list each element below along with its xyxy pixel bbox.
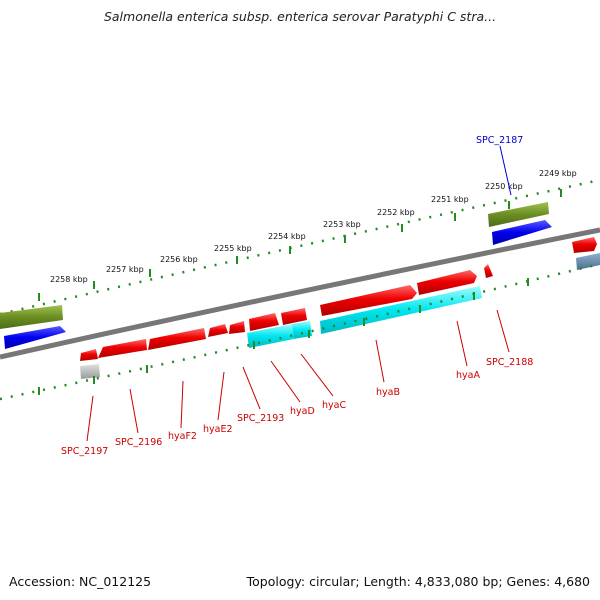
kbp-label: 2258 kbp — [50, 275, 88, 284]
kbp-label: 2252 kbp — [377, 208, 415, 217]
kbp-label: 2254 kbp — [268, 232, 306, 241]
gene-label: hyaF2 — [168, 431, 197, 442]
gene-arrow — [208, 324, 228, 337]
kbp-label: 2249 kbp — [539, 169, 577, 178]
inner-tick-ring — [0, 262, 600, 401]
cds-feature — [320, 286, 482, 334]
green-feature — [488, 202, 549, 227]
green-feature — [0, 305, 63, 329]
gene-arrow — [484, 264, 493, 278]
label-leader-line-blue — [499, 145, 512, 196]
kbp-label: 2251 kbp — [431, 195, 469, 204]
kbp-label: 2255 kbp — [214, 244, 252, 253]
outer-tick-ring — [0, 178, 600, 316]
blue-feature — [492, 220, 552, 245]
gene-label: SPC_2197 — [61, 446, 108, 457]
gene-label: SPC_2187 — [476, 135, 523, 146]
kbp-label: 2257 kbp — [106, 265, 144, 274]
kbp-label: 2253 kbp — [323, 220, 361, 229]
gene-labels: SPC_2187 SPC_2188 hyaA hyaB hyaC hyaD SP… — [61, 135, 533, 457]
feature-track-blue — [4, 220, 552, 349]
gene-arrow — [98, 339, 147, 358]
gene-label: SPC_2188 — [486, 357, 533, 368]
gene-arrow — [281, 308, 307, 325]
feature-track-green — [0, 202, 549, 329]
gene-label: SPC_2193 — [237, 413, 284, 424]
inner-major-ticks — [38, 278, 529, 395]
kbp-label: 2250 kbp — [485, 182, 523, 191]
gray-feature — [80, 364, 100, 379]
gene-label: hyaB — [376, 387, 400, 398]
gene-arrow — [80, 349, 98, 361]
gene-label: hyaD — [290, 406, 315, 417]
label-leader-lines — [86, 309, 510, 442]
gene-label: hyaE2 — [203, 424, 233, 435]
outer-major-ticks — [38, 189, 562, 301]
blue-feature — [4, 326, 66, 349]
gene-arrow — [572, 237, 597, 253]
gene-arrow — [417, 270, 477, 295]
kbp-label: 2256 kbp — [160, 255, 198, 264]
gene-arrow — [229, 321, 245, 334]
gene-arrow — [148, 328, 206, 350]
gene-label: hyaA — [456, 370, 480, 381]
accession-text: Accession: NC_012125 — [9, 574, 152, 589]
gene-arrow — [320, 285, 417, 316]
topology-text: Topology: circular; Length: 4,833,080 bp… — [246, 574, 590, 589]
kbp-labels: 2249 kbp 2250 kbp 2251 kbp 2252 kbp 2253… — [50, 169, 577, 284]
gene-label: hyaC — [322, 400, 346, 411]
cds-feature — [292, 321, 312, 339]
map-title: Salmonella enterica subsp. enterica sero… — [103, 9, 497, 24]
forward-genes — [80, 237, 597, 361]
genome-backbone — [0, 227, 600, 360]
steel-feature — [576, 253, 600, 270]
gene-arrow — [249, 313, 279, 331]
gene-label: SPC_2196 — [115, 437, 162, 448]
